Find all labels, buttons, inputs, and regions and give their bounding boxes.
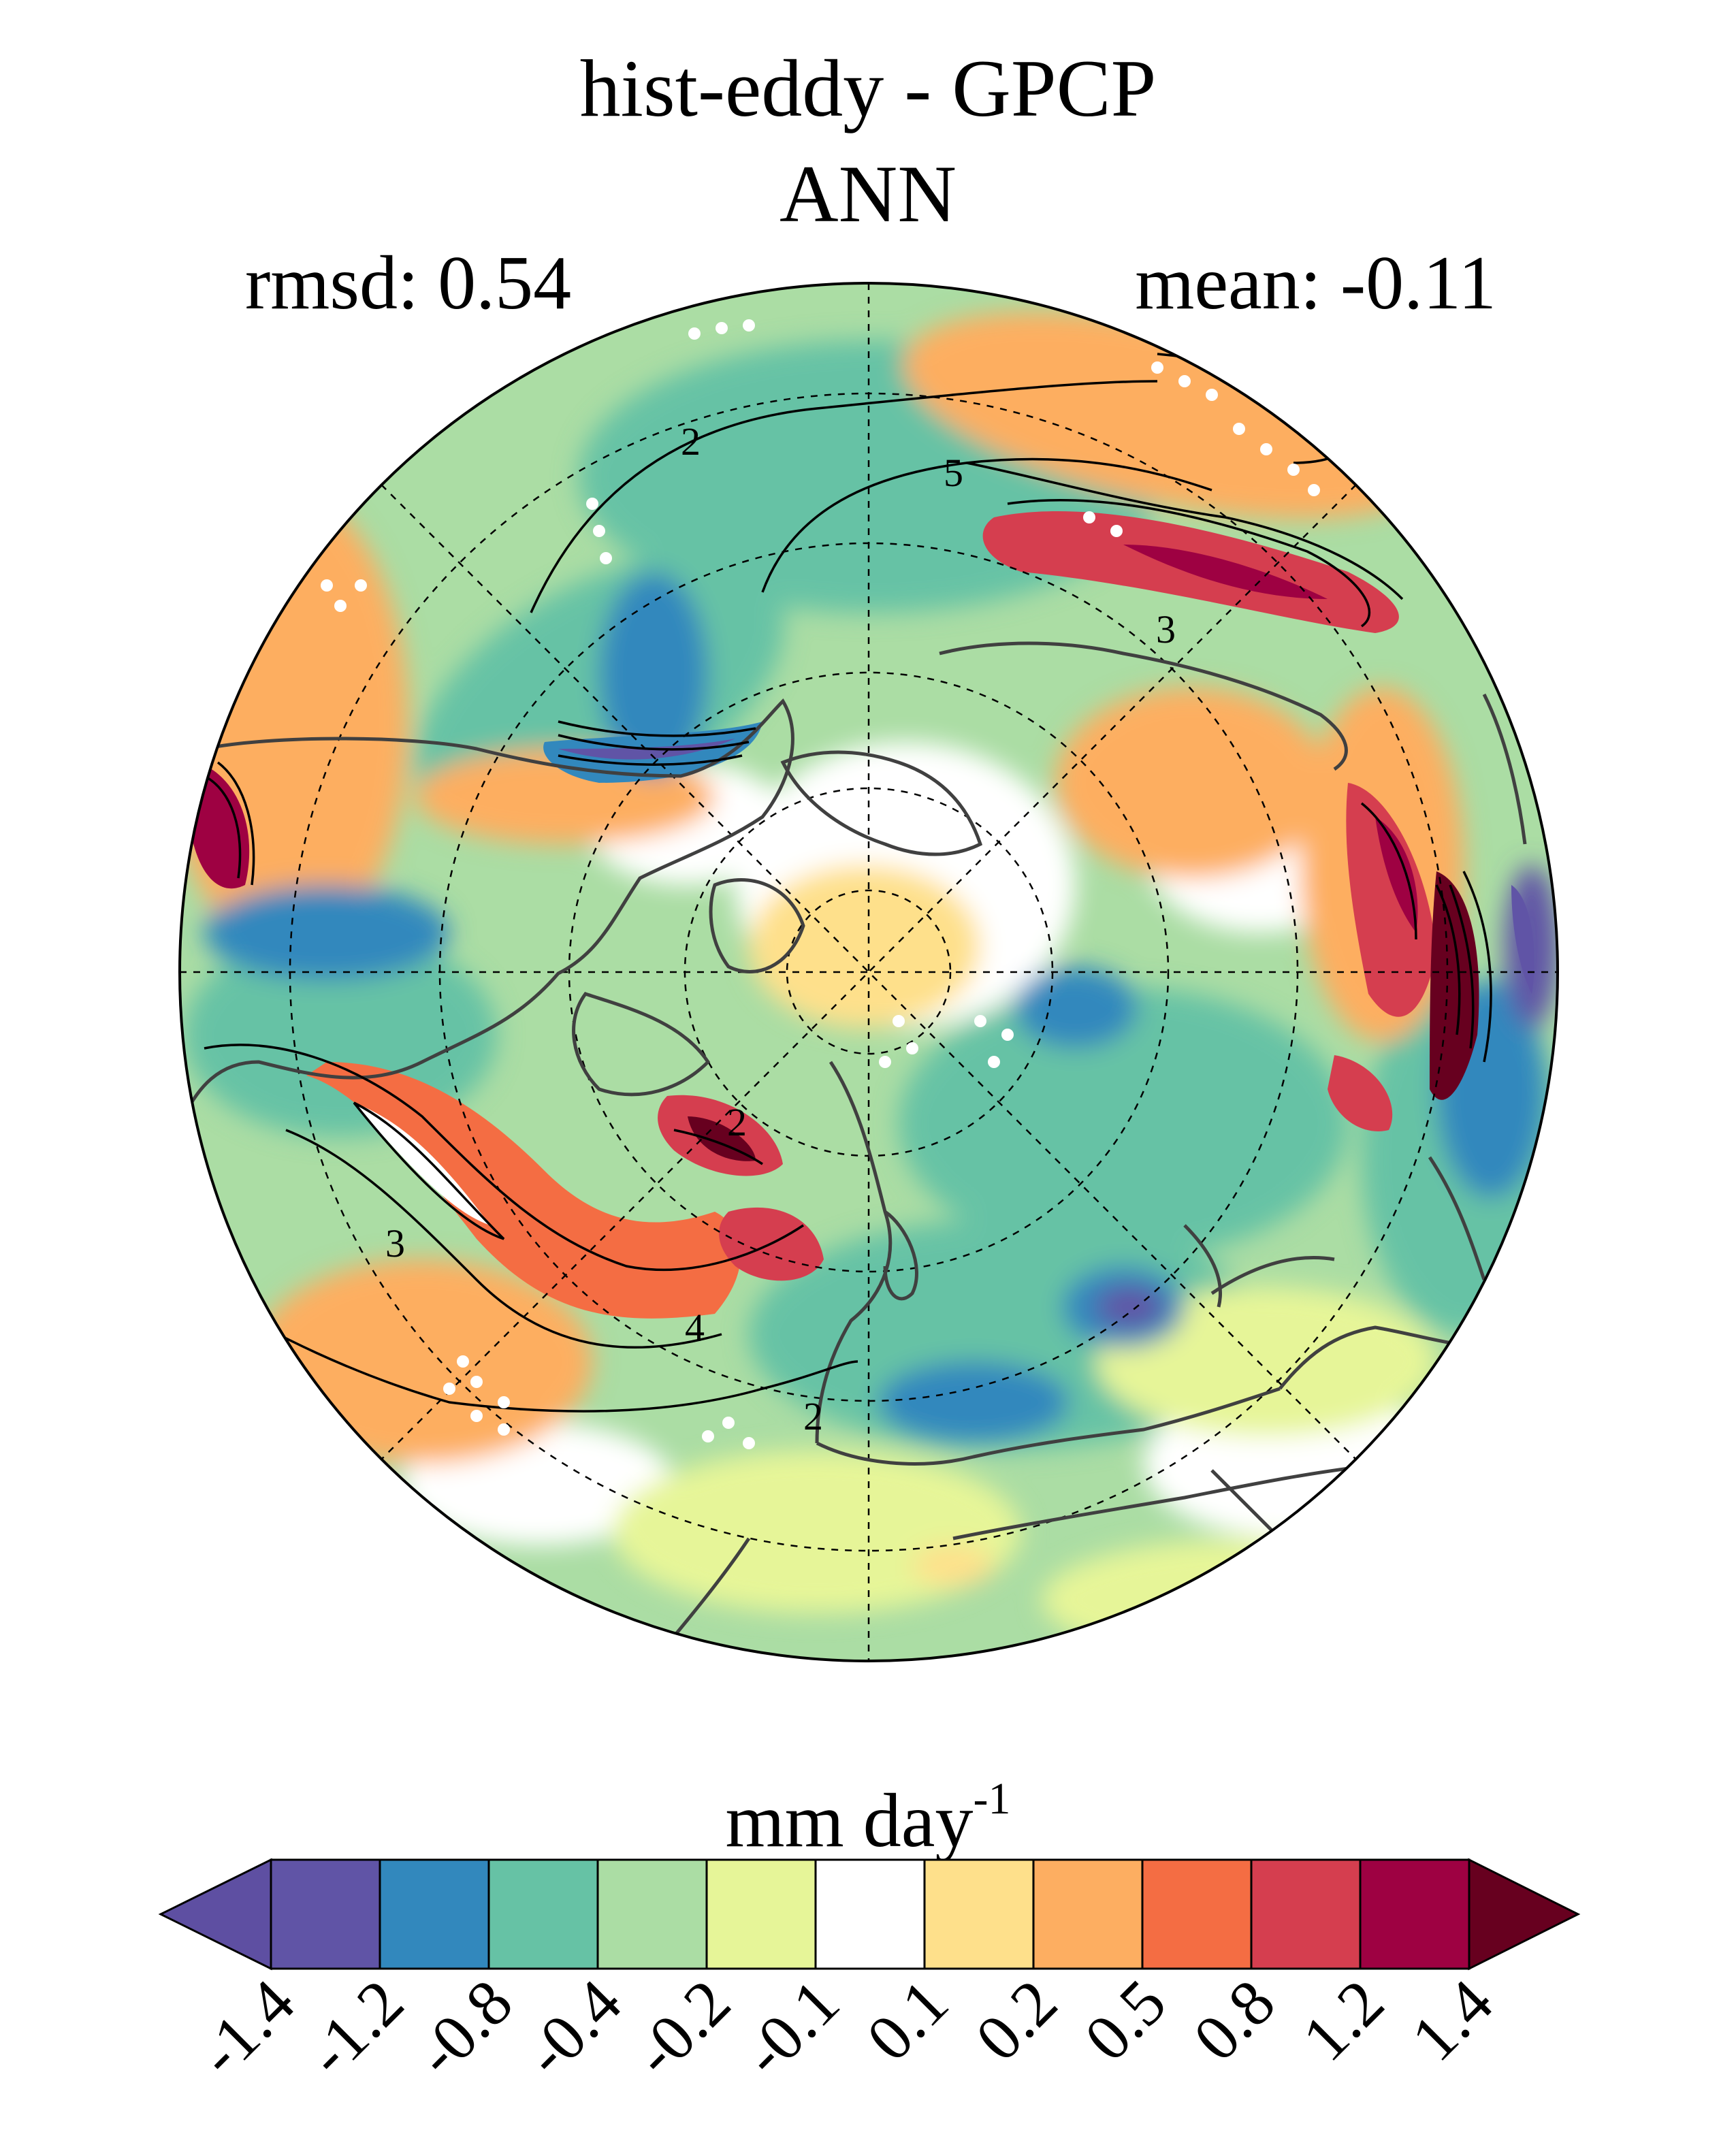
colorbar-tick-labels: -1.4-1.2-0.8-0.4-0.2-0.1 0.1 0.2 0.5 0.8 1.2 1… xyxy=(184,1965,1507,2090)
coastlines xyxy=(182,641,1527,1661)
season-label: ANN xyxy=(779,148,957,239)
colorbar-box xyxy=(923,1858,1035,1970)
colorbar-box xyxy=(1250,1858,1362,1970)
colorbar-over-arrow xyxy=(1468,1858,1581,1971)
contour-label: 5 xyxy=(944,451,963,495)
colorbar-tick-label: 0.5 xyxy=(1070,1965,1180,2075)
colorbar-tick-label: 1.2 xyxy=(1288,1965,1398,2075)
map-boundary xyxy=(178,282,1559,1662)
rmsd-stat: rmsd: 0.54 xyxy=(245,241,572,325)
colorbar-tick-label: -0.1 xyxy=(728,1965,853,2090)
colorbar-tick-label: 0.1 xyxy=(852,1965,962,2075)
colorbar-tick-label: 1.4 xyxy=(1397,1965,1507,2075)
plot-title: hist-eddy - GPCP xyxy=(579,43,1157,133)
colorbar-tick-label: -1.2 xyxy=(293,1965,417,2090)
colorbar-box xyxy=(487,1858,599,1970)
colorbar-box xyxy=(1032,1858,1144,1970)
colorbar-tick-label: -0.4 xyxy=(511,1965,635,2090)
contour-label-group: 2 5 3 2 3 4 2 xyxy=(385,419,1176,1438)
colorbar-tick-label: -0.8 xyxy=(402,1965,526,2090)
contour-label: 2 xyxy=(803,1394,823,1438)
colorbar-under-arrow xyxy=(158,1858,272,1971)
colorbar-units: mm day-1 xyxy=(725,1774,1011,1863)
climatology-contours xyxy=(204,353,1492,1413)
colorbar-box xyxy=(1359,1858,1470,1970)
colorbar-tick-label: 0.8 xyxy=(1179,1965,1289,2075)
colorbar-box xyxy=(705,1858,817,1970)
colorbar-box xyxy=(1141,1858,1253,1970)
colorbar-tick-label: 0.2 xyxy=(961,1965,1071,2075)
colorbar-tick-label: -0.2 xyxy=(620,1965,744,2090)
mean-stat: mean: -0.11 xyxy=(1135,241,1496,325)
contour-label: 3 xyxy=(1156,607,1176,651)
contour-label: 2 xyxy=(727,1100,747,1144)
contour-label: 2 xyxy=(681,419,701,464)
colorbar-boxes xyxy=(158,1858,1581,1971)
colorbar-tick-label: -1.4 xyxy=(184,1965,308,2090)
colorbar-box xyxy=(379,1858,490,1970)
colorbar-box xyxy=(814,1858,926,1970)
colorbar-box xyxy=(270,1858,381,1970)
colorbar-box xyxy=(596,1858,708,1970)
contour-label: 4 xyxy=(685,1306,705,1350)
polar-map: 2 5 3 2 3 4 2 xyxy=(178,282,1559,1662)
significance-stippling xyxy=(321,319,1320,1449)
contour-label: 3 xyxy=(385,1221,405,1265)
